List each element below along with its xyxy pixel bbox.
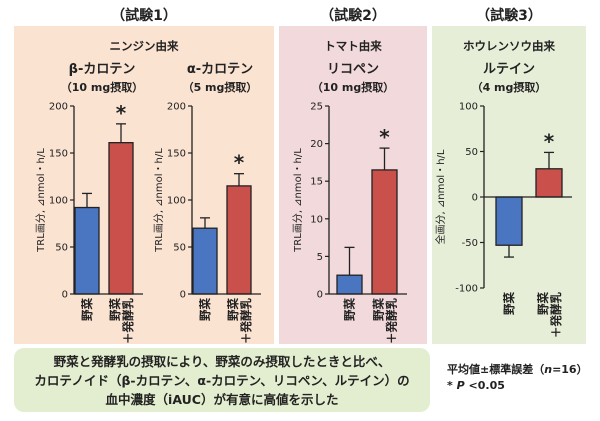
bar-lutein-vegetable: [495, 196, 523, 246]
x-category-vegetable-fermented-milk-alpha-carotene: 野菜: [226, 298, 240, 321]
y-tick-label-beta-carotene: 150: [49, 149, 68, 160]
chart-dose-lycopene: （10 mg摂取）: [311, 81, 395, 94]
chart-title-lycopene: リコペン: [326, 62, 379, 77]
bar-beta-carotene-vegetable: [74, 206, 100, 295]
summary-line-1: 野菜と発酵乳の摂取により、野菜のみ摂取したときと比べ、: [53, 353, 391, 369]
x-category-vegetable-alpha-carotene: 野菜: [198, 298, 212, 321]
y-tick-label-lycopene: 10: [310, 214, 323, 225]
bar-alpha-carotene-fermented-milk: [226, 185, 252, 295]
legend-p-value: * P <0.05: [447, 379, 505, 392]
y-tick-label-alpha-carotene: 200: [167, 102, 186, 113]
x-category-vegetable-fermented-milk-lutein: 野菜: [536, 292, 550, 315]
y-tick-label-lutein: -50: [462, 238, 478, 249]
trial3-label: （試験3）: [476, 8, 542, 24]
trial3-group-label: ホウレンソウ由来: [463, 39, 555, 53]
significance-star-lutein: *: [544, 129, 555, 153]
significance-star-alpha-carotene: *: [234, 151, 245, 175]
legend-p-star: *: [447, 379, 453, 392]
chart-dose-beta-carotene: （10 mg摂取）: [60, 81, 144, 94]
bar-lycopene-fermented-milk: [371, 169, 398, 295]
y-tick-label-lutein: -100: [455, 284, 478, 295]
x-category-vegetable-fermented-milk-lycopene: 野菜: [372, 298, 386, 321]
summary-line-3: 血中濃度（iAUC）が有意に高値を示した: [105, 391, 339, 407]
y-tick-label-lycopene: 20: [310, 139, 323, 150]
trial2-label: （試験2）: [320, 8, 386, 24]
y-tick-label-lutein: 0: [472, 193, 478, 204]
summary-line-2: カロテノイド（β-カロテン、α-カロテン、リコペン、ルテイン）の: [34, 372, 410, 388]
y-axis-label-lutein: 全画分, ⊿nmol・h/L: [434, 149, 447, 244]
bar-lutein-fermented-milk: [535, 168, 563, 198]
y-tick-label-alpha-carotene: 150: [167, 149, 186, 160]
y-tick-label-lutein: 50: [465, 147, 478, 158]
chart-title-beta-carotene: β-カロテン: [68, 62, 136, 77]
y-tick-label-beta-carotene: 0: [62, 290, 68, 301]
y-tick-label-lycopene: 25: [310, 102, 323, 113]
y-axis-label-alpha-carotene: TRL画分, ⊿nmol・h/L: [153, 148, 165, 253]
bar-beta-carotene-fermented-milk: [108, 142, 134, 295]
y-tick-label-lycopene: 5: [317, 252, 323, 263]
x-category-fermented-milk-alpha-carotene: ＋発酵乳: [239, 298, 253, 344]
legend-n-value: =16）: [552, 363, 588, 376]
x-category-vegetable-beta-carotene: 野菜: [80, 298, 94, 321]
legend-p-threshold: <0.05: [468, 379, 505, 392]
y-tick-label-lutein: 100: [459, 102, 478, 113]
chart-title-lutein: ルテイン: [482, 62, 535, 77]
bar-alpha-carotene-vegetable: [192, 227, 218, 295]
legend-mean-sem-label: 平均値±標準誤差（: [447, 363, 545, 376]
y-tick-label-beta-carotene: 200: [49, 102, 68, 113]
significance-star-lycopene: *: [379, 125, 390, 149]
y-axis-label-lycopene: TRL画分, ⊿nmol・h/L: [292, 148, 304, 253]
y-tick-label-lycopene: 15: [310, 177, 323, 188]
y-tick-label-alpha-carotene: 0: [180, 290, 186, 301]
summary-note: 野菜と発酵乳の摂取により、野菜のみ摂取したときと比べ、 カロテノイド（β-カロテ…: [14, 348, 430, 412]
y-tick-label-beta-carotene: 100: [49, 196, 68, 207]
legend-p-symbol: P: [456, 379, 465, 392]
chart-dose-lutein: （4 mg摂取）: [471, 81, 547, 94]
y-axis-label-beta-carotene: TRL画分, ⊿nmol・h/L: [35, 148, 47, 253]
significance-star-beta-carotene: *: [116, 101, 127, 125]
trial1-group-label: ニンジン由来: [109, 39, 179, 53]
x-category-fermented-milk-lycopene: ＋発酵乳: [385, 298, 399, 344]
chart-dose-alpha-carotene: （5 mg摂取）: [182, 81, 258, 94]
x-category-vegetable-lycopene: 野菜: [343, 298, 357, 321]
y-tick-label-lycopene: 0: [317, 290, 323, 301]
chart-title-alpha-carotene: α-カロテン: [186, 62, 254, 77]
trial2-group-label: トマト由来: [324, 39, 382, 53]
y-tick-label-beta-carotene: 50: [55, 243, 68, 254]
legend-n-symbol: n: [544, 363, 553, 376]
x-category-fermented-milk-beta-carotene: ＋発酵乳: [121, 298, 135, 344]
bar-lycopene-vegetable: [336, 274, 363, 295]
trial1-label: （試験1）: [111, 8, 177, 24]
y-tick-label-alpha-carotene: 100: [167, 196, 186, 207]
x-category-vegetable-lutein: 野菜: [502, 292, 516, 315]
legend-mean-sem: 平均値±標準誤差（n=16）: [447, 361, 588, 377]
x-category-fermented-milk-lutein: ＋発酵乳: [549, 292, 563, 338]
y-tick-label-alpha-carotene: 50: [173, 243, 186, 254]
x-category-vegetable-fermented-milk-beta-carotene: 野菜: [108, 298, 122, 321]
